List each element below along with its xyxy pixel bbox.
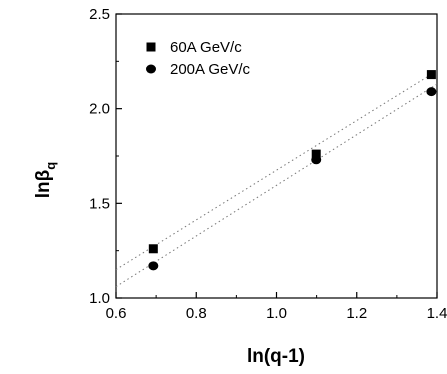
y-axis-ticks: 1.0 1.5 2.0 2.5 (89, 6, 122, 307)
y-axis-title: lnβq (33, 162, 58, 198)
data-point-series-1 (148, 244, 158, 254)
data-point-series-2 (311, 155, 322, 165)
data-point-series-2 (426, 87, 437, 97)
data-point-series-1 (426, 70, 436, 80)
legend-label: 200A GeV/c (170, 61, 251, 78)
data-point-series-1 (311, 149, 321, 159)
legend-label: 60A GeV/c (170, 39, 242, 56)
x-tick-label: 1.0 (266, 305, 287, 322)
data-points (148, 70, 437, 271)
fit-lines (115, 70, 438, 288)
x-tick-label: 1.4 (427, 305, 447, 322)
y-tick-label: 1.0 (89, 290, 110, 307)
fit-line-series-2 (115, 83, 438, 288)
plot-frame (115, 13, 438, 299)
y-tick-label: 2.0 (89, 101, 110, 118)
x-tick-label: 0.8 (186, 305, 207, 322)
x-tick-label: 1.2 (346, 305, 367, 322)
y-tick-label: 2.5 (89, 6, 110, 23)
svg-text:lnβq: lnβq (33, 162, 58, 198)
y-axis-title-main: lnβ (33, 170, 54, 198)
x-axis-title: ln(q-1) (247, 346, 305, 367)
legend-marker-circle (146, 64, 156, 74)
y-axis-title-subscript: q (43, 162, 58, 170)
y-tick-label: 1.5 (89, 195, 110, 212)
data-point-series-2 (148, 261, 159, 271)
legend-marker-square (146, 42, 156, 52)
x-tick-label: 0.6 (106, 305, 127, 322)
x-axis-ticks: 0.6 0.8 1.0 1.2 1.4 (106, 292, 447, 322)
legend: 60A GeV/c 200A GeV/c (146, 39, 251, 78)
fit-line-series-1 (115, 70, 438, 271)
